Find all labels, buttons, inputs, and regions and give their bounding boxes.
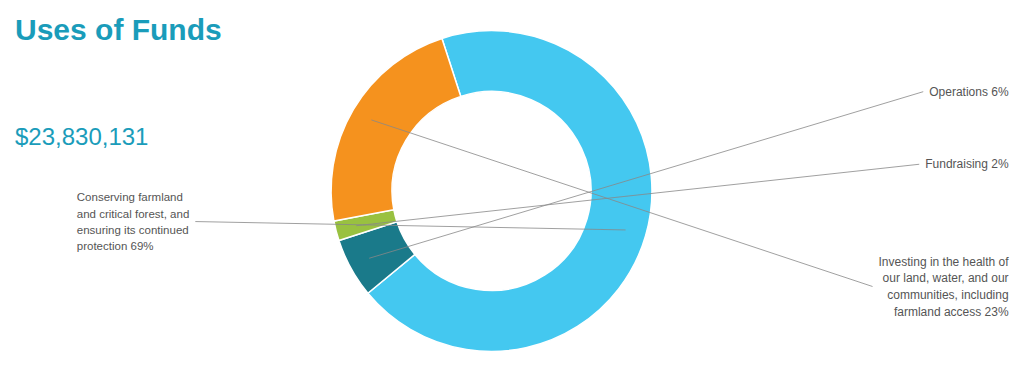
subtitle: $23,830,131	[15, 123, 148, 150]
slice-label: Operations 6%	[929, 85, 1009, 99]
chart: Uses of Funds $23,830,131 Conserving farml…	[0, 0, 1024, 382]
slice	[331, 38, 461, 221]
slice-label: Conserving farmlandand critical forest, …	[77, 191, 190, 251]
donut	[331, 31, 652, 352]
leader-line	[369, 92, 923, 259]
slice-label: Investing in the health ofour land, wate…	[879, 255, 1010, 319]
leader-line	[195, 222, 625, 230]
leader-lines	[195, 92, 923, 287]
leader-line	[371, 120, 872, 287]
title: Uses of Funds	[15, 13, 222, 46]
slice-label: Fundraising 2%	[925, 157, 1009, 171]
leader-line	[356, 164, 919, 225]
